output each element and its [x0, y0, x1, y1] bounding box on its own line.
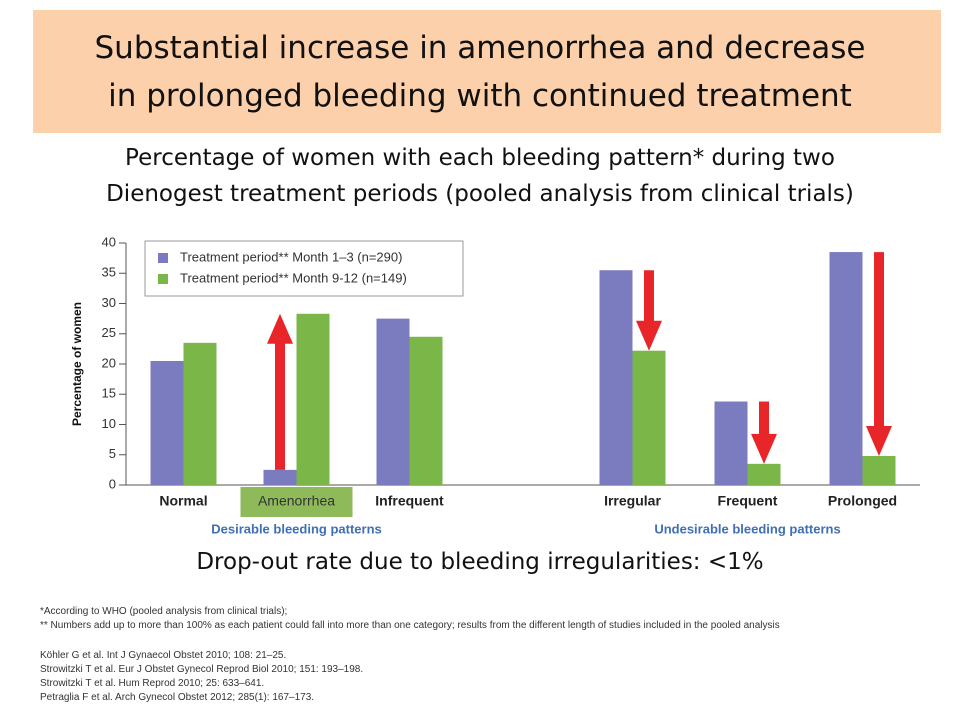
y-tick-label: 30 [102, 295, 116, 310]
bar [150, 360, 184, 485]
bar [263, 469, 297, 485]
y-tick-label: 0 [109, 476, 116, 491]
group-label: Desirable bleeding patterns [211, 521, 382, 536]
bar [409, 336, 443, 485]
title-line: in prolonged bleeding with continued tre… [108, 78, 852, 114]
change-arrow [751, 401, 777, 464]
group-label: Undesirable bleeding patterns [654, 521, 840, 536]
footnote: *According to WHO (pooled analysis from … [40, 606, 288, 617]
bar [829, 252, 863, 485]
legend-label: Treatment period** Month 1–3 (n=290) [180, 249, 402, 264]
title-line: Substantial increase in amenorrhea and d… [94, 30, 866, 66]
y-tick-label: 40 [102, 234, 116, 249]
y-tick-label: 25 [102, 325, 116, 340]
y-axis-label: Percentage of women [70, 302, 84, 426]
x-tick-label: Normal [159, 493, 207, 509]
subtitle-line: Dienogest treatment periods (pooled anal… [106, 181, 854, 207]
x-tick-label: Prolonged [828, 493, 897, 509]
legend-box [144, 240, 464, 297]
change-arrow [267, 313, 293, 470]
bar [747, 463, 781, 485]
legend-label: Treatment period** Month 9-12 (n=149) [180, 270, 407, 285]
x-tick-label: Infrequent [375, 493, 444, 509]
subtitle-line: Percentage of women with each bleeding p… [125, 145, 835, 171]
y-tick-label: 35 [102, 265, 116, 280]
x-tick-label: Irregular [604, 493, 661, 509]
bar [296, 313, 330, 485]
reference: Strowitzki T et al. Eur J Obstet Gynecol… [40, 664, 364, 675]
bar [376, 318, 410, 485]
y-tick-label: 10 [102, 416, 116, 431]
reference: Strowitzki T et al. Hum Reprod 2010; 25:… [40, 678, 265, 689]
dropout-note: Drop-out rate due to bleeding irregulari… [196, 549, 764, 575]
bar [862, 455, 896, 485]
reference: Petraglia F et al. Arch Gynecol Obstet 2… [40, 692, 315, 703]
bar [183, 342, 217, 485]
footnote: ** Numbers add up to more than 100% as e… [40, 620, 780, 631]
legend-swatch [158, 253, 168, 263]
bar [714, 401, 748, 485]
legend-swatch [158, 274, 168, 284]
y-tick-label: 20 [102, 355, 116, 370]
y-tick-label: 5 [109, 446, 116, 461]
bar [599, 270, 633, 485]
x-tick-label: Frequent [718, 493, 778, 509]
reference: Köhler G et al. Int J Gynaecol Obstet 20… [40, 650, 287, 661]
y-tick-label: 15 [102, 386, 116, 401]
x-tick-label: Amenorrhea [258, 493, 335, 509]
category-highlight [240, 487, 353, 517]
change-arrow [636, 270, 662, 351]
title-banner [33, 10, 941, 133]
bar [632, 350, 666, 485]
change-arrow [866, 252, 892, 456]
chart: 0 5 10 15 20 25 30 35 40 Percentage of women Norma… [70, 234, 920, 536]
